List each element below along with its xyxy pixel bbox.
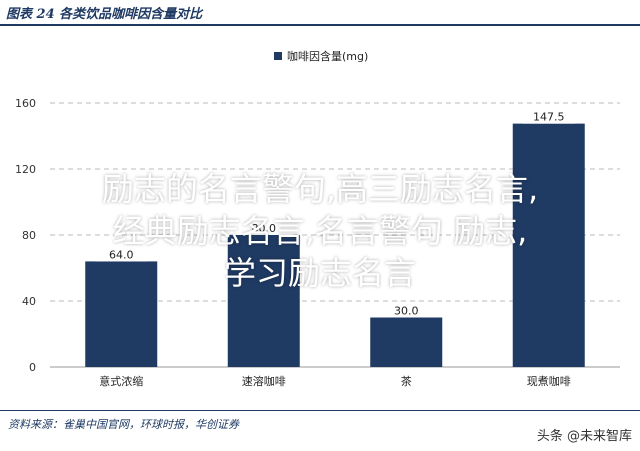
legend: 咖啡因含量(mg) — [274, 49, 368, 63]
y-tick-label: 160 — [15, 97, 36, 110]
data-label-background — [380, 304, 433, 318]
x-tick-label: 速溶咖啡 — [242, 374, 286, 388]
watermark: 头条 @未来智库 — [536, 429, 632, 444]
data-labels: 64.0 80.0 30.0 147.5 — [95, 110, 575, 318]
figure-title: 图表 24 各类饮品咖啡因含量对比 — [6, 7, 203, 22]
legend-swatch — [274, 52, 282, 60]
y-tick-label: 0 — [29, 361, 36, 374]
y-tick-label: 80 — [22, 229, 36, 242]
x-axis-ticks: 意式浓缩 速溶咖啡 茶 现煮咖啡 — [99, 374, 571, 388]
bars — [85, 123, 585, 367]
header-divider — [0, 24, 640, 26]
data-label: 147.5 — [533, 111, 565, 124]
footer-divider — [0, 410, 640, 411]
bar-chart: 0 40 80 120 160 64.0 80.0 30.0 147.5 意式浓缩 速溶咖啡 茶 现… — [15, 49, 620, 388]
bar — [512, 123, 585, 367]
x-tick-label: 意式浓缩 — [99, 374, 143, 388]
y-tick-label: 40 — [22, 295, 36, 308]
bar — [85, 261, 158, 367]
source-note: 资料来源：雀巢中国官网，环球时报，华创证券 — [8, 418, 239, 431]
legend-label: 咖啡因含量(mg) — [287, 49, 368, 63]
bar — [227, 235, 300, 367]
data-label: 80.0 — [252, 222, 277, 235]
data-label-background — [95, 248, 148, 262]
data-label-background — [237, 222, 290, 235]
x-tick-label: 茶 — [401, 375, 412, 388]
data-label: 30.0 — [394, 305, 419, 318]
data-label-background — [522, 110, 575, 124]
y-tick-label: 120 — [15, 163, 36, 176]
y-axis-ticks: 0 40 80 120 160 — [15, 97, 36, 374]
bar — [370, 317, 443, 367]
x-tick-label: 现煮咖啡 — [527, 374, 571, 388]
data-label: 64.0 — [109, 248, 134, 261]
figure-header: 图表 24 各类饮品咖啡因含量对比 — [0, 0, 640, 24]
